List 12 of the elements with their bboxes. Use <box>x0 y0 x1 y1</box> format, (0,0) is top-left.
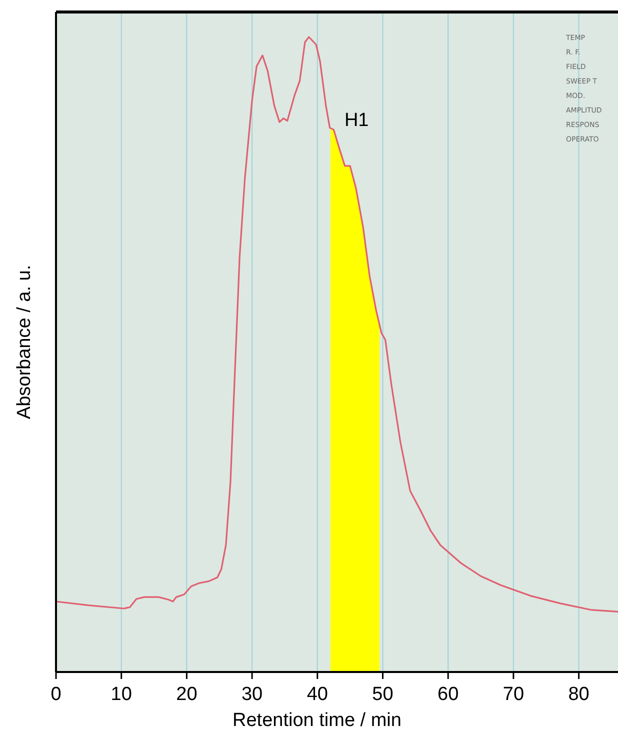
y-axis-title: Absorbance / a. u. <box>14 264 35 420</box>
x-axis-title: Retention time / min <box>232 710 402 731</box>
x-tick-label: 0 <box>50 684 62 705</box>
band-label: H1 <box>344 110 369 132</box>
x-tick-label: 10 <box>110 684 132 705</box>
x-tick-label: 40 <box>306 684 328 705</box>
x-tick-label: 60 <box>438 684 459 705</box>
x-tick-label: 50 <box>372 684 394 705</box>
x-tick-label: 30 <box>241 684 263 705</box>
x-tick-label: 20 <box>176 684 198 705</box>
x-tick-label: 70 <box>502 684 524 705</box>
x-tick-label: 80 <box>568 684 590 705</box>
